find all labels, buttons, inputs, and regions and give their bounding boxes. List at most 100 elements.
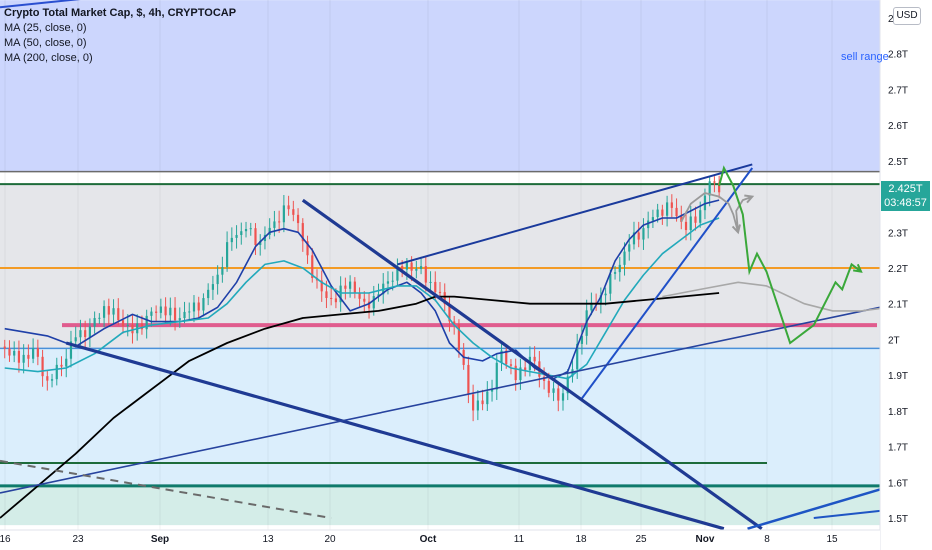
candle-body [590, 302, 593, 311]
trendline-long-uptrend[interactable] [0, 306, 881, 494]
candle-body [159, 306, 162, 313]
price-tick-label: 2.5T [888, 157, 908, 168]
trendline-wedge-upper[interactable] [397, 163, 753, 266]
price-tick-label: 2.3T [888, 228, 908, 239]
levels-layer [0, 170, 880, 488]
candle-body [396, 266, 399, 281]
candle-body [55, 364, 58, 380]
legend-ma25[interactable]: MA (25, close, 0) [4, 22, 87, 34]
time-tick-label: Nov [696, 534, 715, 545]
candle-body [419, 266, 423, 269]
legend-ma200[interactable]: MA (200, close, 0) [4, 52, 93, 64]
candle-body [609, 273, 612, 294]
time-tick-label: 11 [514, 534, 525, 545]
candle-body [490, 389, 494, 392]
candle-body [211, 284, 215, 290]
candle-body [424, 266, 427, 283]
time-tick-label: 15 [826, 534, 838, 545]
candle-body [235, 234, 238, 238]
price-tick-label: 2.7T [888, 85, 908, 96]
candle-body [429, 281, 432, 283]
candle-body [178, 318, 181, 321]
candle-body [207, 289, 210, 299]
candle-body [689, 216, 692, 231]
candle-body [443, 292, 446, 305]
candle-body [367, 301, 371, 309]
candle-body [36, 348, 39, 357]
candle-body [642, 228, 645, 240]
time-tick-label: Sep [151, 534, 169, 545]
candle-body [3, 346, 6, 349]
time-tick-label: 25 [635, 534, 647, 545]
candle-body [325, 291, 328, 298]
candle-body [145, 315, 148, 330]
candle-body [334, 298, 338, 303]
price-tick-label: 1.7T [888, 443, 908, 454]
candle-body [457, 324, 461, 350]
candle-body [254, 228, 257, 246]
trendline-wedge-lower[interactable] [581, 167, 754, 399]
trendline-dashed-old[interactable] [0, 459, 332, 519]
projection-green[interactable] [718, 165, 862, 345]
arrowhead-gray-right [744, 194, 755, 204]
price-tick-label: 2T [888, 335, 900, 346]
candle-body [301, 223, 304, 242]
candle-body [661, 209, 664, 216]
price-tick-label: 2.2T [888, 264, 908, 275]
candle-body [557, 388, 560, 401]
candle-body [88, 326, 91, 338]
candle-body [637, 232, 640, 240]
trendline-downtrend-2[interactable] [65, 341, 725, 531]
candle-body [126, 324, 129, 326]
candle-body [282, 205, 285, 223]
candle-body [438, 291, 442, 293]
candle-body [27, 354, 30, 359]
price-tick-label: 2.8T [888, 50, 908, 61]
time-axis[interactable] [0, 530, 880, 550]
trendline-bottom-uptrend-2[interactable] [813, 509, 881, 519]
candle-body [415, 268, 418, 271]
candle-body [372, 296, 375, 309]
legend-ma50[interactable]: MA (50, close, 0) [4, 37, 87, 49]
ma50-line[interactable] [4, 217, 720, 380]
candle-body [117, 308, 120, 321]
trendline-top-left[interactable] [0, 0, 104, 9]
candle-body [552, 388, 555, 393]
candle-body [665, 202, 669, 216]
candle-body [718, 182, 721, 193]
candle-body [102, 306, 106, 318]
candle-body [561, 393, 565, 401]
candle-body [65, 358, 68, 367]
candle-body [131, 324, 134, 334]
time-tick-label: Oct [420, 534, 437, 545]
candle-body [476, 400, 479, 411]
candle-body [618, 264, 621, 273]
candle-body [391, 280, 394, 282]
candle-body [74, 337, 77, 342]
ma200-line[interactable] [0, 292, 720, 519]
candle-body [155, 311, 158, 313]
arrowhead-green [853, 263, 863, 273]
bar-countdown: 03:48:57 [884, 197, 927, 209]
time-tick-label: 13 [262, 534, 274, 545]
trendline-bottom-uptrend[interactable] [747, 488, 881, 530]
candle-body [50, 379, 54, 381]
candle-body [112, 308, 115, 315]
currency-badge[interactable]: USD [893, 7, 921, 25]
price-tick-label: 2.6T [888, 121, 908, 132]
candle-body [339, 285, 342, 303]
candle-body [405, 262, 408, 270]
candle-body [93, 318, 96, 327]
candle-body [434, 281, 437, 292]
candle-body [69, 341, 73, 359]
candle-body [202, 298, 205, 311]
candle-body [273, 221, 276, 228]
candle-body [164, 306, 167, 316]
candle-body [481, 400, 484, 405]
candle-body [249, 228, 252, 230]
price-axis[interactable] [880, 0, 932, 550]
trendline-downtrend-1[interactable] [301, 198, 763, 531]
